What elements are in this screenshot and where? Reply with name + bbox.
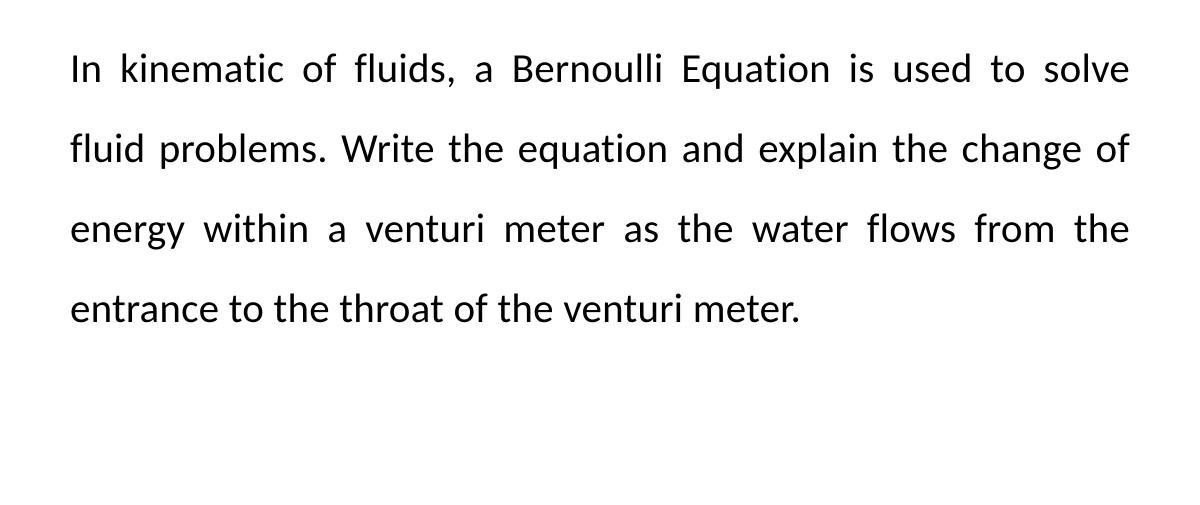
question-text: In kinematic of fluids, a Bernoulli Equa… <box>70 30 1130 350</box>
